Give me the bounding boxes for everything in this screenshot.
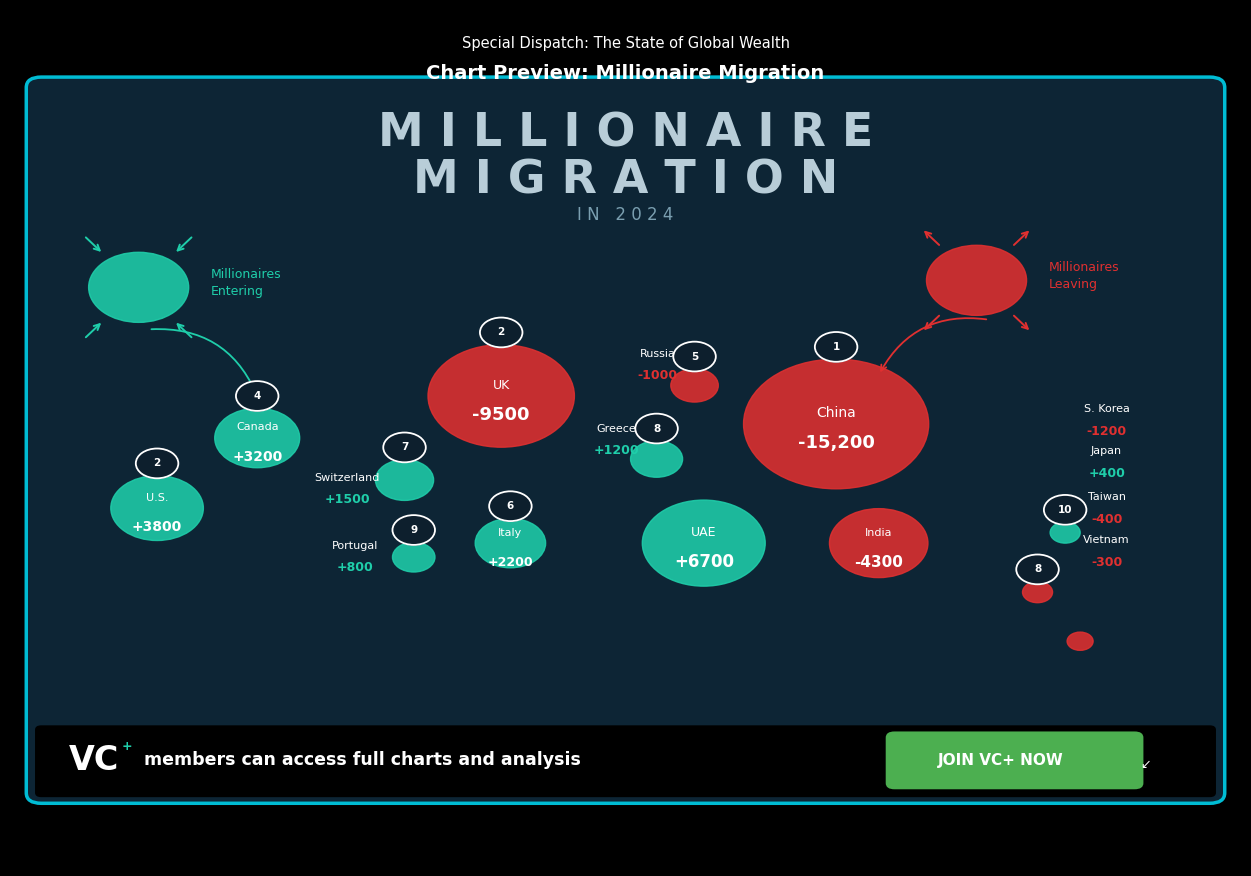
Circle shape bbox=[1067, 632, 1093, 650]
Text: -15,200: -15,200 bbox=[798, 434, 874, 452]
Text: 4: 4 bbox=[254, 391, 261, 401]
Text: +1500: +1500 bbox=[324, 493, 370, 505]
Text: Vietnam: Vietnam bbox=[1083, 535, 1130, 545]
Circle shape bbox=[829, 509, 928, 577]
Text: 2: 2 bbox=[154, 458, 160, 469]
Text: I N   2 0 2 4: I N 2 0 2 4 bbox=[577, 206, 674, 223]
Text: Millionaires
Entering: Millionaires Entering bbox=[211, 268, 281, 298]
Text: -4300: -4300 bbox=[854, 555, 903, 570]
Text: Japan: Japan bbox=[1091, 446, 1122, 456]
Text: VC: VC bbox=[69, 744, 119, 777]
Text: -1200: -1200 bbox=[1087, 426, 1127, 438]
Text: 7: 7 bbox=[400, 442, 408, 452]
Text: 9: 9 bbox=[410, 525, 418, 535]
Circle shape bbox=[636, 413, 678, 443]
Circle shape bbox=[393, 515, 435, 545]
Circle shape bbox=[89, 252, 189, 322]
Circle shape bbox=[1050, 522, 1080, 543]
Circle shape bbox=[383, 433, 425, 463]
Text: UAE: UAE bbox=[691, 526, 717, 539]
Text: UK: UK bbox=[493, 379, 510, 392]
Text: 5: 5 bbox=[691, 351, 698, 362]
Text: 8: 8 bbox=[653, 424, 661, 434]
Text: U.S.: U.S. bbox=[146, 492, 169, 503]
Circle shape bbox=[489, 491, 532, 521]
Text: Switzerland: Switzerland bbox=[314, 473, 379, 484]
Text: +6700: +6700 bbox=[674, 554, 734, 571]
FancyBboxPatch shape bbox=[35, 725, 1216, 797]
Circle shape bbox=[743, 359, 928, 489]
Circle shape bbox=[814, 332, 857, 362]
Text: Millionaires
Leaving: Millionaires Leaving bbox=[1050, 261, 1120, 291]
Text: +3200: +3200 bbox=[233, 450, 283, 464]
Circle shape bbox=[393, 542, 435, 572]
Text: Chart Preview: Millionaire Migration: Chart Preview: Millionaire Migration bbox=[427, 64, 824, 83]
FancyBboxPatch shape bbox=[886, 731, 1143, 789]
Circle shape bbox=[1022, 582, 1052, 603]
Circle shape bbox=[236, 381, 279, 411]
Circle shape bbox=[428, 344, 574, 448]
Circle shape bbox=[215, 408, 300, 468]
Circle shape bbox=[1043, 495, 1086, 525]
Text: Taiwan: Taiwan bbox=[1087, 491, 1126, 502]
Text: +2200: +2200 bbox=[488, 556, 533, 569]
Text: +800: +800 bbox=[337, 561, 373, 574]
Text: Italy: Italy bbox=[498, 527, 523, 538]
Circle shape bbox=[480, 317, 523, 347]
Text: -400: -400 bbox=[1091, 513, 1122, 526]
Text: Greece: Greece bbox=[597, 424, 637, 434]
Circle shape bbox=[475, 519, 545, 568]
Text: Russia: Russia bbox=[639, 350, 676, 359]
Text: JOIN VC+ NOW: JOIN VC+ NOW bbox=[938, 752, 1063, 768]
Text: -9500: -9500 bbox=[473, 406, 530, 424]
Circle shape bbox=[927, 245, 1027, 315]
Text: 6: 6 bbox=[507, 501, 514, 512]
Text: 2: 2 bbox=[498, 328, 505, 337]
Text: -300: -300 bbox=[1091, 556, 1122, 569]
Circle shape bbox=[1016, 555, 1058, 584]
Circle shape bbox=[136, 449, 179, 478]
Text: China: China bbox=[816, 406, 856, 420]
Circle shape bbox=[671, 369, 718, 402]
Text: 8: 8 bbox=[1033, 564, 1041, 575]
Text: ↙: ↙ bbox=[1141, 759, 1151, 771]
Text: members can access full charts and analysis: members can access full charts and analy… bbox=[144, 752, 580, 769]
Text: S. Korea: S. Korea bbox=[1083, 404, 1130, 414]
Text: Special Dispatch: The State of Global Wealth: Special Dispatch: The State of Global We… bbox=[462, 36, 789, 52]
Text: 1: 1 bbox=[832, 342, 839, 352]
Text: +1200: +1200 bbox=[593, 444, 639, 456]
Text: Portugal: Portugal bbox=[332, 541, 378, 551]
Circle shape bbox=[111, 476, 204, 540]
Circle shape bbox=[375, 460, 434, 500]
Circle shape bbox=[642, 500, 766, 586]
Text: +: + bbox=[121, 740, 131, 752]
Text: Canada: Canada bbox=[236, 422, 279, 433]
Text: -1000: -1000 bbox=[638, 369, 678, 382]
Text: M I G R A T I O N: M I G R A T I O N bbox=[413, 159, 838, 204]
Text: +400: +400 bbox=[1088, 468, 1125, 480]
Text: 10: 10 bbox=[1058, 505, 1072, 515]
Text: India: India bbox=[864, 527, 892, 538]
FancyBboxPatch shape bbox=[26, 77, 1225, 803]
Text: M I L L I O N A I R E: M I L L I O N A I R E bbox=[378, 111, 873, 157]
Text: +3800: +3800 bbox=[131, 520, 183, 534]
Circle shape bbox=[673, 342, 716, 371]
Circle shape bbox=[631, 441, 683, 477]
